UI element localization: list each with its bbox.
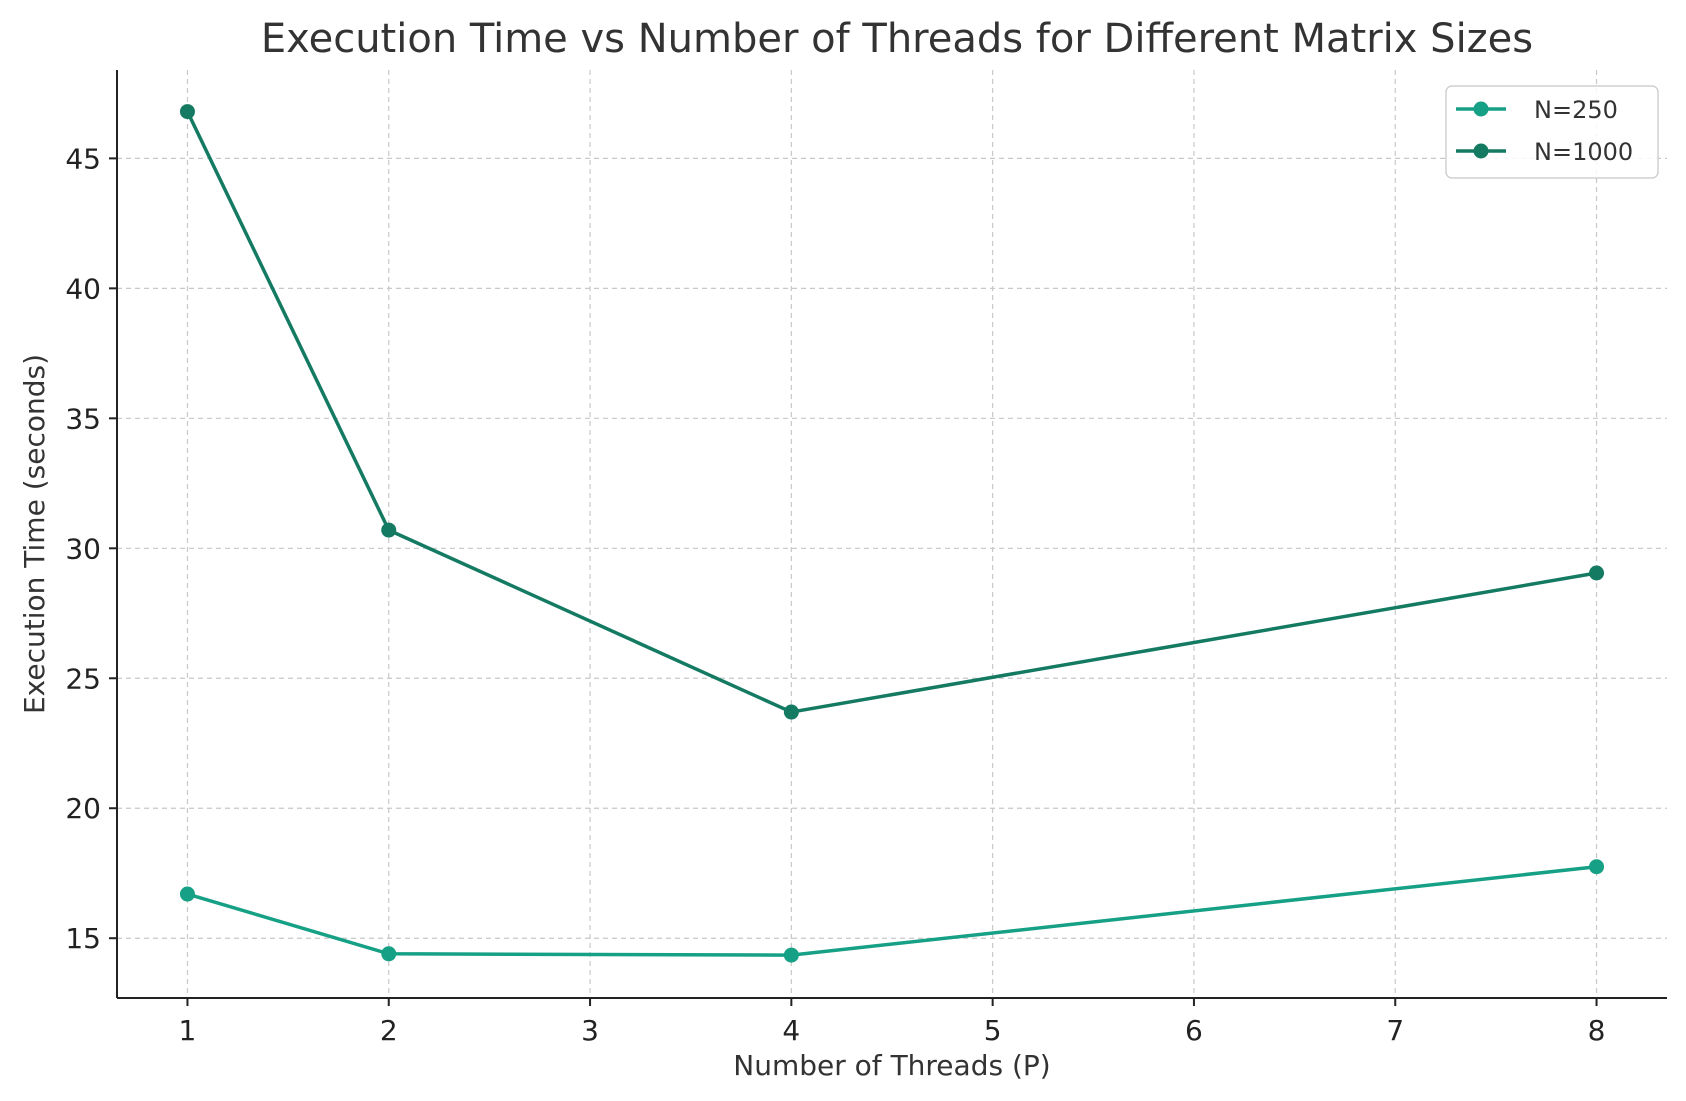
grid: [117, 70, 1667, 998]
x-tick-label: 7: [1386, 1014, 1404, 1047]
data-point: [179, 104, 195, 120]
legend-marker: [1473, 101, 1489, 117]
data-point: [1589, 565, 1605, 581]
y-tick-label: 40: [65, 272, 101, 305]
legend-marker: [1473, 143, 1489, 159]
chart-title: Execution Time vs Number of Threads for …: [261, 16, 1533, 62]
legend-label: N=250: [1534, 96, 1618, 124]
x-tick-label: 4: [782, 1014, 800, 1047]
data-point: [179, 886, 195, 902]
y-tick-label: 25: [65, 662, 101, 695]
x-tick-label: 8: [1588, 1014, 1606, 1047]
data-point: [783, 947, 799, 963]
data-point: [381, 946, 397, 962]
data-point: [1589, 859, 1605, 875]
x-ticks: 1 2 3 4 5 6 7 8: [179, 998, 1606, 1047]
y-tick-label: 45: [65, 142, 101, 175]
x-tick-label: 6: [1185, 1014, 1203, 1047]
legend: N=250 N=1000: [1445, 85, 1659, 179]
y-tick-label: 20: [65, 792, 101, 825]
series-line-1: [185, 109, 1599, 714]
x-tick-label: 2: [380, 1014, 398, 1047]
x-tick-label: 3: [581, 1014, 599, 1047]
data-point: [783, 704, 799, 720]
series-line-0: [185, 864, 1599, 957]
x-tick-label: 5: [984, 1014, 1002, 1047]
y-tick-label: 30: [65, 532, 101, 565]
x-tick-label: 1: [179, 1014, 197, 1047]
legend-items: N=250 N=1000: [1456, 96, 1633, 166]
legend-label: N=1000: [1534, 138, 1633, 166]
y-axis-label: Execution Time (seconds): [18, 354, 51, 714]
data-point: [381, 522, 397, 538]
series: [179, 104, 1605, 963]
y-ticks: 15 20 25 30 35 40 45: [65, 142, 117, 955]
axes: [116, 70, 1667, 999]
y-tick-label: 15: [65, 922, 101, 955]
y-tick-label: 35: [65, 402, 101, 435]
x-axis-label: Number of Threads (P): [733, 1049, 1050, 1082]
